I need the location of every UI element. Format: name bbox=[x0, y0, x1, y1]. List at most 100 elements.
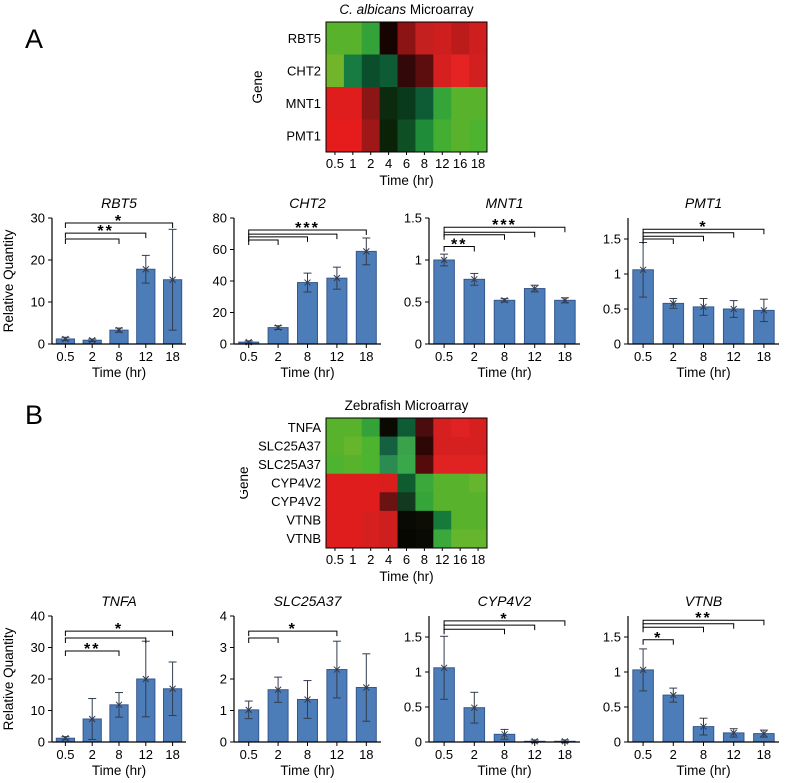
heatmap-title-part: C. albicans bbox=[339, 2, 406, 17]
mean-marker bbox=[440, 664, 448, 672]
heatmap-cell bbox=[415, 529, 434, 549]
chart-xlabel: Time (hr) bbox=[92, 365, 146, 380]
heatmap-cell bbox=[343, 455, 363, 475]
heatmap-cell bbox=[326, 87, 345, 120]
x-tick-label: 16 bbox=[453, 156, 467, 171]
y-tick-label: 30 bbox=[31, 211, 45, 226]
mean-marker bbox=[304, 279, 311, 286]
mean-marker bbox=[531, 285, 539, 292]
y-tick-label: 3 bbox=[220, 640, 227, 655]
y-tick-label: 10 bbox=[31, 295, 45, 310]
significance-bracket bbox=[64, 650, 120, 656]
mean-marker bbox=[274, 324, 282, 331]
x-tick-label: 2 bbox=[471, 349, 478, 364]
x-tick-label: 12 bbox=[527, 349, 541, 364]
significance-bracket bbox=[443, 246, 475, 252]
heatmap-cell bbox=[361, 87, 381, 120]
y-tick-label: 40 bbox=[31, 609, 45, 624]
heatmap-cell bbox=[433, 119, 452, 153]
heatmap-cell bbox=[451, 54, 470, 88]
x-tick-label: 0.5 bbox=[435, 349, 453, 364]
heatmap-cell bbox=[361, 54, 381, 88]
y-tick-label: 20 bbox=[31, 672, 45, 687]
heatmap-cell bbox=[379, 529, 398, 549]
mean-marker bbox=[531, 737, 539, 745]
mean-marker bbox=[501, 296, 508, 304]
y-tick-label: 1.5 bbox=[603, 232, 621, 247]
y-tick-label: 1 bbox=[415, 253, 422, 268]
heatmap-cell bbox=[361, 418, 381, 437]
bar bbox=[433, 259, 455, 345]
bar-chart-tnfa: TNFA 0 10 20 30 40 0.5 2 8 12 18 Time (hr) Relative … bbox=[1, 593, 186, 778]
x-tick-label: 4 bbox=[385, 552, 392, 567]
mean-marker bbox=[62, 335, 69, 343]
significance-stars: * bbox=[654, 630, 662, 647]
panel-a-label: A bbox=[25, 24, 44, 54]
bar-chart-pmt1: PMT1 0 0.5 1 1.5 0.5 2 8 12 18 Time (hr) * bbox=[603, 195, 779, 380]
y-tick-label: 0.5 bbox=[404, 295, 422, 310]
significance-bracket bbox=[248, 630, 338, 637]
mean-marker bbox=[88, 715, 96, 723]
x-tick-label: 8 bbox=[421, 552, 428, 567]
heatmap-cell bbox=[433, 492, 452, 512]
gene-label: CHT2 bbox=[287, 63, 321, 78]
x-tick-label: 12 bbox=[435, 552, 449, 567]
x-tick-label: 0.5 bbox=[56, 747, 74, 762]
gene-label: VTNB bbox=[286, 513, 321, 528]
significance-stars: ** bbox=[695, 610, 711, 627]
x-tick-label: 18 bbox=[165, 747, 179, 762]
y-tick-label: 20 bbox=[213, 305, 227, 320]
y-tick-label: 1 bbox=[415, 665, 422, 680]
significance-bracket bbox=[642, 232, 735, 238]
significance-bracket bbox=[248, 236, 308, 242]
x-tick-label: 0.5 bbox=[56, 349, 74, 364]
heatmap-cell bbox=[343, 529, 363, 549]
y-tick-label: 0 bbox=[38, 735, 45, 750]
x-tick-label: 2 bbox=[670, 747, 677, 762]
heatmap-cell bbox=[397, 436, 416, 456]
heatmap-cell bbox=[397, 418, 416, 437]
heatmap-cell bbox=[361, 529, 381, 549]
heatmap-cell bbox=[397, 455, 416, 475]
mean-marker bbox=[700, 723, 707, 730]
heatmap-cell bbox=[326, 455, 345, 475]
mean-marker bbox=[470, 275, 478, 283]
significance-bracket bbox=[248, 239, 279, 246]
heatmap-cell bbox=[343, 418, 363, 437]
x-tick-label: 4 bbox=[385, 156, 392, 171]
mean-marker bbox=[561, 737, 569, 745]
x-tick-label: 0.5 bbox=[240, 747, 258, 762]
significance-stars: ** bbox=[84, 641, 100, 658]
heatmap-cell bbox=[379, 492, 398, 512]
heatmap-cell bbox=[469, 492, 488, 512]
y-tick-label: 20 bbox=[31, 253, 45, 268]
heatmap-cell bbox=[326, 529, 345, 549]
bar bbox=[554, 299, 576, 345]
y-tick-label: 0 bbox=[415, 735, 422, 750]
heatmap-cell bbox=[379, 418, 398, 437]
heatmap-cell bbox=[379, 119, 398, 153]
x-tick-label: 2 bbox=[471, 747, 478, 762]
mean-marker bbox=[245, 706, 253, 714]
heatmap-cell bbox=[433, 510, 452, 530]
mean-marker bbox=[639, 666, 647, 674]
heatmap-cell bbox=[451, 510, 470, 530]
heatmap-cell bbox=[326, 492, 345, 512]
heatmap-cell bbox=[343, 119, 363, 153]
heatmap-cell bbox=[379, 510, 398, 530]
heatmap-cell bbox=[361, 510, 381, 530]
heatmap-cell bbox=[415, 455, 434, 475]
heatmap-ylabel: Gene bbox=[250, 70, 265, 103]
significance-bracket bbox=[64, 637, 147, 644]
heatmap-cell bbox=[326, 510, 345, 530]
heatmap-cell bbox=[361, 455, 381, 475]
significance-bracket bbox=[443, 226, 566, 233]
panel-b-label: B bbox=[25, 400, 44, 430]
heatmap-cell bbox=[326, 436, 345, 456]
x-tick-label: 8 bbox=[304, 747, 311, 762]
mean-marker bbox=[169, 276, 176, 284]
chart-ylabel: Relative Quantity bbox=[1, 229, 16, 332]
significance-bracket bbox=[642, 238, 674, 244]
gene-label: SLC25A37 bbox=[258, 457, 321, 472]
bar bbox=[523, 288, 546, 345]
